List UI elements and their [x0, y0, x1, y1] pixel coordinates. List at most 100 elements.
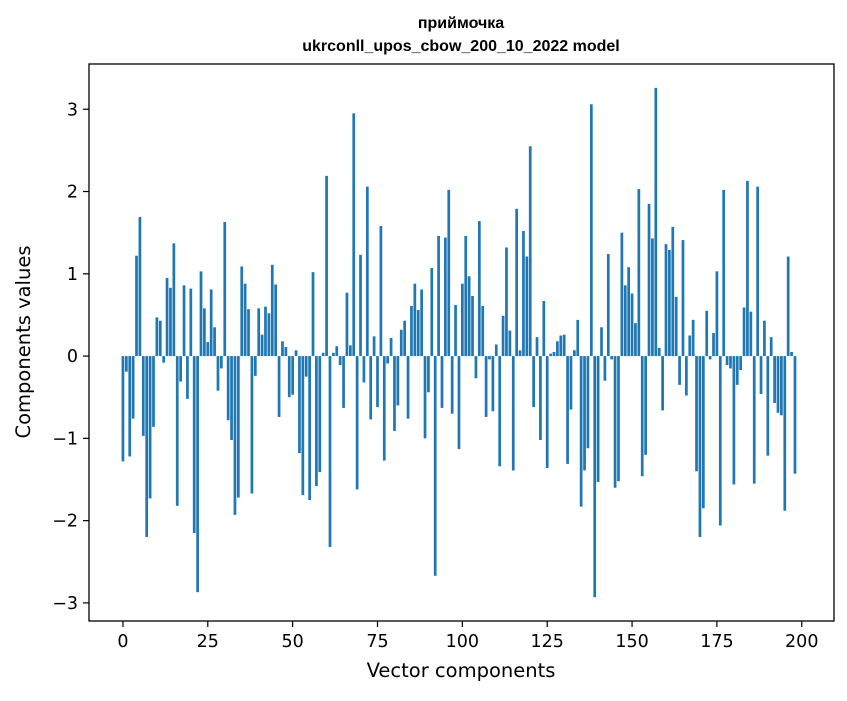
bar-198: [793, 356, 797, 474]
bar-53: [301, 356, 305, 496]
bar-117: [518, 350, 522, 357]
bar-177: [722, 189, 726, 357]
bar-71: [362, 356, 366, 383]
bar-69: [355, 356, 359, 490]
bar-146: [617, 356, 620, 482]
bar-105: [477, 221, 481, 357]
bar-167: [688, 335, 692, 357]
bar-162: [671, 226, 675, 357]
bar-16: [175, 356, 179, 506]
bar-115: [511, 356, 515, 471]
bar-91: [430, 268, 434, 357]
bar-89: [423, 356, 427, 439]
bar-148: [623, 285, 627, 357]
bar-98: [454, 305, 457, 357]
bar-12: [162, 356, 166, 363]
bar-47: [281, 341, 284, 357]
y-tick-label: 2: [67, 183, 78, 203]
bar-107: [484, 356, 488, 417]
x-tick-label: 150: [615, 632, 648, 652]
chart-title-line-1: приймочка: [418, 15, 504, 32]
bar-175: [715, 271, 719, 357]
bar-45: [274, 284, 278, 357]
bar-95: [444, 237, 447, 357]
bar-61: [328, 356, 332, 547]
bar-86: [413, 283, 417, 357]
bar-20: [189, 288, 193, 357]
bar-112: [501, 315, 505, 357]
bar-124: [542, 300, 546, 357]
bar-58: [318, 356, 322, 473]
bar-195: [783, 356, 787, 511]
bar-36: [243, 283, 247, 357]
bar-106: [481, 305, 485, 357]
bar-183: [742, 307, 746, 357]
bar-184: [746, 180, 749, 357]
bar-123: [539, 356, 542, 440]
x-tick-label: 175: [700, 632, 733, 652]
bar-83: [403, 320, 407, 357]
bar-81: [396, 356, 400, 406]
bar-64: [338, 356, 342, 366]
bar-29: [220, 356, 223, 369]
bar-59: [321, 352, 325, 357]
bar-0: [121, 356, 125, 462]
bar-70: [359, 254, 362, 357]
bar-170: [698, 356, 702, 538]
bar-140: [596, 356, 600, 482]
y-axis-label: Components values: [12, 246, 35, 439]
bar-1: [124, 356, 128, 372]
x-tick-label: 50: [282, 632, 304, 652]
x-tick-label: 0: [117, 632, 128, 652]
bar-63: [335, 346, 339, 357]
plot-area-frame: [88, 63, 835, 622]
bar-133: [573, 350, 576, 357]
bar-145: [613, 356, 617, 488]
bar-55: [308, 356, 311, 501]
bar-4: [135, 255, 138, 357]
bar-121: [532, 356, 535, 408]
bar-90: [427, 356, 430, 393]
bar-6: [141, 356, 145, 436]
chart-title-line-2: ukrconll_upos_cbow_200_10_2022 model: [302, 38, 619, 55]
bar-92: [433, 356, 437, 576]
bar-187: [756, 186, 759, 357]
bar-161: [668, 249, 671, 357]
x-tick-label: 25: [197, 632, 219, 652]
bar-151: [634, 323, 637, 357]
bar-24: [203, 308, 206, 357]
bar-49: [287, 356, 291, 398]
bar-3: [131, 356, 135, 419]
bar-110: [494, 344, 498, 357]
bar-39: [253, 356, 257, 376]
bar-97: [450, 356, 454, 414]
bar-155: [647, 203, 651, 357]
bar-168: [691, 319, 695, 357]
bar-174: [712, 333, 715, 357]
bar-188: [759, 356, 763, 394]
bar-138: [589, 104, 593, 357]
bar-178: [725, 356, 729, 366]
bar-152: [637, 189, 641, 357]
bar-57: [315, 356, 318, 487]
bar-116: [515, 208, 519, 357]
bar-60: [325, 175, 328, 357]
x-tick-label: 125: [530, 632, 563, 652]
bar-78: [386, 356, 390, 364]
bar-18: [182, 285, 186, 357]
bar-31: [226, 356, 230, 421]
bar-68: [352, 113, 356, 357]
bar-131: [566, 356, 569, 464]
bar-159: [661, 356, 664, 411]
bar-79: [389, 337, 393, 357]
bar-102: [467, 276, 471, 357]
bar-144: [610, 356, 614, 360]
x-tick-label: 200: [785, 632, 818, 652]
bar-142: [603, 356, 607, 381]
bar-21: [192, 356, 196, 533]
bar-179: [729, 356, 732, 369]
bar-46: [277, 356, 281, 417]
bar-30: [223, 221, 227, 357]
bar-80: [393, 356, 396, 431]
